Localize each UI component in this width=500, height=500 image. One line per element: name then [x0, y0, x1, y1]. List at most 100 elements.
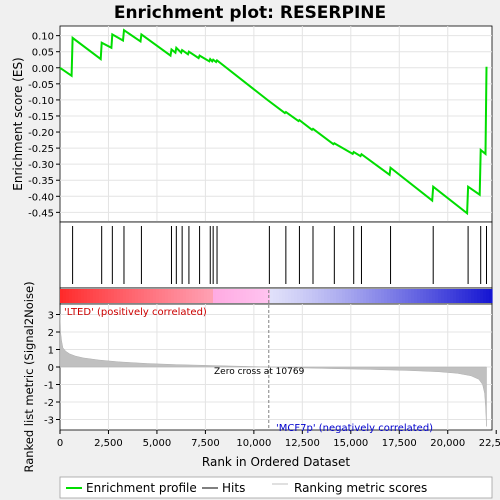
es-y-tick-label: -0.05: [28, 80, 54, 91]
color-bar-segment: [315, 289, 319, 303]
x-axis-label: Rank in Ordered Dataset: [202, 455, 350, 469]
metric-y-axis: 3 2 1 0 -1 -2 -3: [44, 311, 60, 427]
color-bar-segment: [189, 289, 193, 303]
color-bar-segment: [387, 289, 391, 303]
color-bar-segment: [69, 289, 73, 303]
color-bar-segment: [486, 289, 490, 303]
color-bar-segment: [138, 289, 142, 303]
color-bar-segment: [300, 289, 304, 303]
color-bar-segment: [384, 289, 388, 303]
color-bar-segment: [414, 289, 418, 303]
color-bar-segment: [264, 289, 268, 303]
color-bar-segment: [108, 289, 112, 303]
color-bar-segment: [276, 289, 280, 303]
color-bar-segment: [399, 289, 403, 303]
metric-y-tick-label: 1: [48, 346, 54, 357]
x-tick-label: 5,000: [143, 438, 172, 449]
es-y-tick-label: -0.45: [28, 208, 54, 219]
color-bar-segment: [231, 289, 235, 303]
color-bar-segment: [480, 289, 484, 303]
color-bar-segment: [171, 289, 175, 303]
color-bar-segment: [255, 289, 259, 303]
color-bar-segment: [99, 289, 103, 303]
es-panel: [59, 25, 493, 223]
color-bar-segment: [201, 289, 205, 303]
color-bar-segment: [63, 289, 67, 303]
color-bar-segment: [210, 289, 214, 303]
color-bar-segment: [489, 289, 493, 303]
es-y-tick-label: -0.20: [28, 128, 54, 139]
color-bar-segment: [165, 289, 169, 303]
color-bar-segment: [333, 289, 337, 303]
color-bar-segment: [183, 289, 187, 303]
color-bar-segment: [234, 289, 238, 303]
color-bar-segment: [96, 289, 100, 303]
color-bar-segment: [213, 289, 217, 303]
color-bar-segment: [90, 289, 94, 303]
color-bar-segment: [111, 289, 115, 303]
legend-label-enrichment: Enrichment profile: [86, 481, 197, 495]
es-y-axis: 0.10 0.05 0.00 -0.05 -0.10 -0.15 -0.20 -0.25 -0.…: [28, 32, 60, 219]
color-bar-segment: [432, 289, 436, 303]
color-bar-segment: [117, 289, 121, 303]
x-tick-label: 17,500: [382, 438, 417, 449]
color-bar-segment: [168, 289, 172, 303]
color-bar-segment: [120, 289, 124, 303]
color-bar-segment: [381, 289, 385, 303]
color-bar-segment: [222, 289, 226, 303]
color-bar-segment: [141, 289, 145, 303]
negative-correlation-label: 'MCF7p' (negatively correlated): [276, 423, 433, 434]
color-bar-segment: [174, 289, 178, 303]
color-bar-segment: [285, 289, 289, 303]
color-bar-segment: [93, 289, 97, 303]
color-bar-segment: [144, 289, 148, 303]
color-bar-segment: [360, 289, 364, 303]
color-bar-segment: [135, 289, 139, 303]
color-bar-segment: [309, 289, 313, 303]
color-bar-segment: [204, 289, 208, 303]
color-bar-segment: [465, 289, 469, 303]
color-bar-segment: [462, 289, 466, 303]
color-bar-segment: [408, 289, 412, 303]
color-bar-segment: [81, 289, 85, 303]
color-bar-segment: [87, 289, 91, 303]
color-bar-segment: [237, 289, 241, 303]
color-bar-segment: [243, 289, 247, 303]
color-bar-segment: [261, 289, 265, 303]
color-bar-segment: [312, 289, 316, 303]
color-bar-segment: [378, 289, 382, 303]
es-y-axis-label: Enrichment score (ES): [11, 57, 25, 190]
color-bar-segment: [186, 289, 190, 303]
metric-x-axis: 0 2,500 5,000 7,500 10,000 12,500 15,000 17,500…: [57, 430, 500, 449]
metric-y-tick-label: 0: [48, 363, 54, 374]
color-bar-segment: [402, 289, 406, 303]
color-bar-segment: [132, 289, 136, 303]
color-bar-segment: [72, 289, 76, 303]
es-y-tick-label: 0.00: [32, 64, 54, 75]
metric-y-tick-label: 3: [48, 311, 54, 322]
color-bar-segment: [84, 289, 88, 303]
metric-y-tick-label: -1: [44, 381, 54, 392]
x-tick-label: 7,500: [191, 438, 220, 449]
es-y-tick-label: -0.35: [28, 176, 54, 187]
color-bar-segment: [453, 289, 457, 303]
color-bar-segment: [162, 289, 166, 303]
color-bar-segment: [246, 289, 250, 303]
color-bar-segment: [366, 289, 370, 303]
color-bar-segment: [339, 289, 343, 303]
color-bar-segment: [270, 289, 274, 303]
metric-y-tick-label: -2: [44, 398, 54, 409]
x-tick-label: 22,500: [479, 438, 500, 449]
color-bar-segment: [357, 289, 361, 303]
color-bar-segment: [192, 289, 196, 303]
color-bar-segment: [303, 289, 307, 303]
color-bar-segment: [459, 289, 463, 303]
es-y-tick-label: -0.25: [28, 144, 54, 155]
hit-markers: [72, 226, 488, 284]
color-bar-segment: [282, 289, 286, 303]
hits-panel: [59, 221, 493, 289]
es-gridlines: [60, 26, 492, 222]
metric-y-tick-label: -3: [44, 416, 54, 427]
color-bar-segment: [369, 289, 373, 303]
